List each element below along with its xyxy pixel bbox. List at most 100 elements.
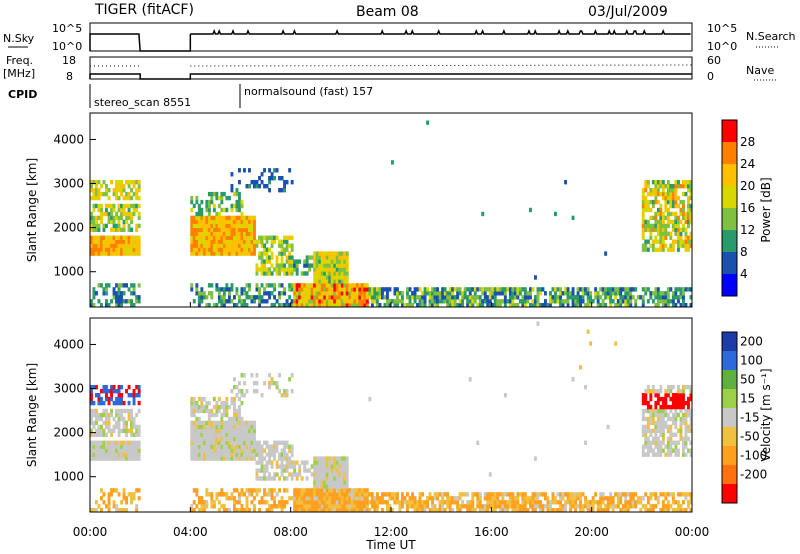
power-cell-895 bbox=[290, 303, 294, 308]
power-cell-1463 bbox=[521, 295, 525, 300]
power-cell-1599 bbox=[614, 295, 618, 300]
velocity-cell-99 bbox=[105, 416, 108, 422]
velocity-cell-353 bbox=[195, 408, 199, 414]
velocity-cell-714 bbox=[250, 448, 254, 453]
velocity-cell-1129 bbox=[338, 468, 342, 473]
power-cell-1804 bbox=[666, 223, 670, 229]
velocity-cell-798 bbox=[268, 488, 272, 493]
power-cell-1352 bbox=[453, 303, 457, 308]
velocity-cell-1506 bbox=[554, 508, 557, 513]
velocity-cell-958 bbox=[305, 496, 309, 501]
power-cell-754 bbox=[260, 283, 264, 288]
power-cell-560 bbox=[228, 287, 231, 292]
velocity-cell-1215 bbox=[363, 492, 367, 497]
power-cell-1021 bbox=[320, 295, 324, 300]
power-cell-1957 bbox=[689, 180, 693, 185]
velocity-cell-1349 bbox=[456, 496, 460, 501]
power-cell-1420 bbox=[493, 291, 497, 296]
velocity-cell-1453 bbox=[521, 508, 525, 513]
power-cell-339 bbox=[192, 247, 196, 252]
velocity-cell-1879 bbox=[677, 389, 680, 394]
velocity-cell-601 bbox=[233, 408, 236, 414]
velocity-cell-1890 bbox=[679, 408, 683, 414]
velocity-cell-203 bbox=[122, 496, 126, 501]
velocity-cell-417 bbox=[205, 432, 209, 437]
velocity-cell-425 bbox=[207, 456, 211, 461]
power-cell-1199 bbox=[358, 295, 362, 300]
velocity-cell-148 bbox=[112, 424, 116, 430]
power-cell-549 bbox=[225, 235, 229, 240]
power-cell-1842 bbox=[671, 195, 675, 201]
velocity-cell-82 bbox=[102, 432, 106, 437]
velocity-cell-1420 bbox=[501, 500, 505, 505]
power-cell-21 bbox=[92, 247, 96, 252]
velocity-cell-835 bbox=[275, 492, 279, 497]
power-cell-831 bbox=[275, 235, 279, 240]
power-cell-1177 bbox=[348, 287, 352, 292]
power-cell-647 bbox=[240, 243, 244, 248]
power-cell-34 bbox=[92, 180, 96, 185]
power-cell-94 bbox=[105, 299, 108, 304]
velocity-cell-893 bbox=[288, 472, 292, 477]
power-cbar-swatch-6 bbox=[722, 252, 737, 275]
power-cell-1080 bbox=[330, 283, 334, 288]
power-cell-244 bbox=[127, 251, 131, 256]
velocity-cbar-tick-5: -50 bbox=[740, 430, 760, 444]
velocity-cell-72 bbox=[100, 400, 103, 406]
power-cell-1728 bbox=[656, 295, 660, 300]
power-cell-43 bbox=[95, 219, 98, 225]
velocity-cell-402 bbox=[202, 424, 206, 430]
velocity-cell-598 bbox=[233, 420, 236, 426]
power-cell-1316 bbox=[431, 287, 435, 292]
velocity-cell-1534 bbox=[571, 500, 575, 505]
power-cell-365 bbox=[197, 303, 201, 308]
velocity-cell-688 bbox=[245, 444, 249, 449]
power-cell-478 bbox=[215, 247, 219, 252]
power-cell-427 bbox=[207, 291, 211, 296]
power-cell-1439 bbox=[506, 287, 510, 292]
power-cell-879 bbox=[285, 239, 289, 244]
velocity-cell-532 bbox=[222, 412, 226, 418]
power-cell-945 bbox=[303, 287, 307, 292]
velocity-cell-419 bbox=[205, 424, 209, 430]
velocity-cell-177 bbox=[117, 424, 121, 430]
power-cell-1084 bbox=[330, 267, 334, 272]
power-cell-150 bbox=[112, 191, 116, 197]
velocity-cell-1131 bbox=[338, 460, 342, 465]
velocity-cell-1747 bbox=[656, 412, 660, 418]
velocity-cell-1124 bbox=[338, 488, 342, 493]
velocity-cell-963 bbox=[305, 460, 309, 465]
power-cell-700 bbox=[248, 215, 251, 221]
velocity-cell-338 bbox=[192, 396, 196, 402]
power-cell-1253 bbox=[388, 303, 392, 308]
power-cell-986 bbox=[313, 267, 317, 272]
power-cell-617 bbox=[235, 207, 239, 213]
power-cell-152 bbox=[115, 303, 119, 308]
velocity-cell-1122 bbox=[338, 496, 342, 501]
velocity-cell-1814 bbox=[666, 412, 670, 418]
velocity-cell-346 bbox=[195, 440, 199, 445]
velocity-cell-352 bbox=[195, 416, 199, 422]
power-cell-1408 bbox=[488, 303, 492, 308]
power-cell-1749 bbox=[659, 239, 663, 244]
velocity-cell-436 bbox=[207, 412, 211, 418]
velocity-cbar-tick-4: -15 bbox=[740, 411, 760, 425]
power-cell-1367 bbox=[461, 291, 465, 296]
velocity-cell-1675 bbox=[646, 448, 650, 453]
velocity-cell-1461 bbox=[523, 496, 527, 501]
power-cell-1397 bbox=[481, 291, 485, 296]
power-cell-714 bbox=[250, 215, 254, 221]
velocity-cell-1644 bbox=[641, 448, 645, 453]
velocity-cell-479 bbox=[215, 428, 219, 434]
velocity-cell-1056 bbox=[325, 480, 329, 485]
power-cell-359 bbox=[195, 223, 199, 229]
power-cell-1522 bbox=[564, 299, 568, 304]
power-cell-50 bbox=[95, 180, 98, 185]
velocity-cell-992 bbox=[313, 456, 317, 461]
velocity-cell-251 bbox=[130, 440, 134, 445]
power-cell-164 bbox=[115, 215, 119, 221]
power-cell-1162 bbox=[345, 291, 349, 296]
power-cell-454 bbox=[210, 223, 214, 229]
velocity-cell-1567 bbox=[589, 341, 593, 346]
power-cell-503 bbox=[217, 215, 221, 221]
